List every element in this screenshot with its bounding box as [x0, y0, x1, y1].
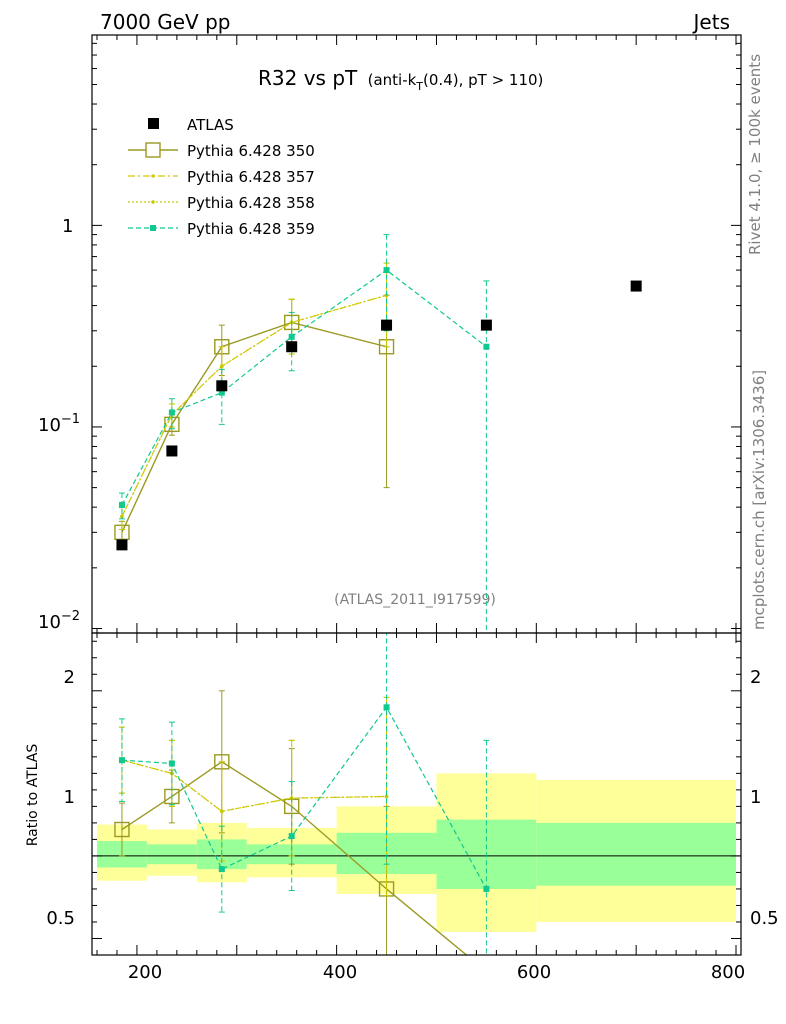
analysis-label: (ATLAS_2011_I917599)	[334, 592, 496, 608]
atlas-point-1	[166, 445, 178, 457]
ratio-line-pythia-6-428-359	[121, 706, 487, 890]
upper-line-pythia-6-428-350	[121, 321, 387, 533]
title-main: R32 vs pT	[258, 66, 358, 90]
ratio-line-pythia-6-428-357	[121, 759, 387, 812]
ratio-plot-area	[92, 633, 741, 979]
rtick-left-0p5: 0.5	[46, 908, 75, 929]
legend-label-358: Pythia 6.428 358	[187, 194, 315, 212]
ratio-point-pythia-6-428-359-0	[118, 757, 125, 764]
atlas-point-3	[286, 341, 298, 353]
upper-line-pythia-6-428-357	[121, 294, 387, 517]
ratio-point-pythia-6-428-359-3	[288, 833, 295, 840]
ytick-label-0p1: 10−1	[38, 412, 80, 436]
upper-line-pythia-6-428-358	[121, 294, 387, 517]
ytick-0p01-exp: −2	[61, 609, 80, 624]
upper-point-pythia-6-428-359-5	[483, 343, 490, 350]
ytick-0p1-exp: −1	[61, 412, 80, 427]
mcplots-label: mcplots.cern.ch [arXiv:1306.3436]	[750, 370, 768, 630]
legend: ATLAS Pythia 6.428 350 Pythia 6.428 357 …	[128, 116, 315, 238]
atlas-point-5	[480, 319, 492, 331]
rtick-right-2: 2	[750, 667, 761, 688]
upper-point-pythia-6-428-359-1	[168, 409, 175, 416]
rtick-left-1: 1	[64, 787, 75, 808]
title-suffix-a: (anti-k	[368, 71, 417, 89]
ratio-point-pythia-6-428-359-4	[383, 704, 390, 711]
legend-marker-357	[151, 174, 155, 178]
plot-marks	[91, 34, 742, 979]
xtick-label-400: 400	[323, 962, 357, 983]
ytick-label-1: 1	[62, 216, 73, 237]
upper-point-pythia-6-428-358-0	[120, 514, 124, 519]
title-sub: T	[415, 80, 423, 93]
rivet-label: Rivet 4.1.0, ≥ 100k events	[746, 54, 764, 255]
legend-marker-358	[151, 200, 155, 204]
upper-point-pythia-6-428-359-4	[383, 267, 390, 274]
legend-label-357: Pythia 6.428 357	[187, 168, 315, 186]
upper-point-pythia-6-428-359-2	[218, 389, 225, 396]
upper-point-pythia-6-428-359-3	[288, 333, 295, 340]
ratio-ylabel: Ratio to ATLAS	[25, 744, 41, 847]
ratio-point-pythia-6-428-350-0	[114, 821, 130, 838]
upper-point-pythia-6-428-359-0	[118, 501, 125, 508]
rtick-right-1: 1	[750, 787, 761, 808]
legend-label-350: Pythia 6.428 350	[187, 142, 315, 160]
upper-line-pythia-6-428-359	[121, 269, 487, 506]
atlas-point-6	[630, 280, 642, 292]
band-inner-1	[146, 844, 197, 865]
chart-title: R32 vs pT (anti-kT(0.4), pT > 110)	[258, 66, 543, 93]
ytick-label-0p01: 10−2	[38, 609, 80, 633]
ratio-line-pythia-6-428-350	[121, 760, 468, 955]
atlas-point-0	[116, 539, 128, 551]
ratio-line-pythia-6-428-358	[121, 759, 387, 812]
legend-marker-atlas	[148, 118, 159, 129]
ratio-point-pythia-6-428-359-1	[168, 760, 175, 767]
xtick-label-200: 200	[128, 962, 162, 983]
header-right: Jets	[692, 10, 730, 34]
legend-label-atlas: ATLAS	[187, 116, 234, 134]
atlas-point-4	[381, 319, 393, 331]
ratio-point-pythia-6-428-350-5	[479, 965, 493, 979]
rtick-right-0p5: 0.5	[750, 908, 779, 929]
ratio-point-pythia-6-428-358-2	[220, 809, 224, 814]
xtick-label-800: 800	[711, 962, 745, 983]
ratio-point-pythia-6-428-359-5	[483, 885, 490, 892]
upper-point-pythia-6-428-358-2	[220, 364, 224, 369]
xtick-label-600: 600	[517, 962, 551, 983]
ytick-0p01-base: 10	[38, 612, 61, 633]
atlas-point-2	[216, 380, 228, 392]
legend-label-359: Pythia 6.428 359	[187, 220, 315, 238]
rtick-left-2: 2	[64, 667, 75, 688]
legend-marker-359	[150, 225, 156, 231]
header-left: 7000 GeV pp	[100, 10, 231, 34]
band-inner-6	[536, 822, 737, 886]
upper-plot-area	[114, 234, 642, 633]
title-suffix-b: (0.4), pT > 110)	[423, 71, 543, 89]
ratio-point-pythia-6-428-359-2	[218, 866, 225, 873]
ratio-point-pythia-6-428-358-4	[384, 794, 389, 799]
legend-marker-350	[145, 142, 161, 158]
ytick-0p1-base: 10	[38, 415, 61, 436]
